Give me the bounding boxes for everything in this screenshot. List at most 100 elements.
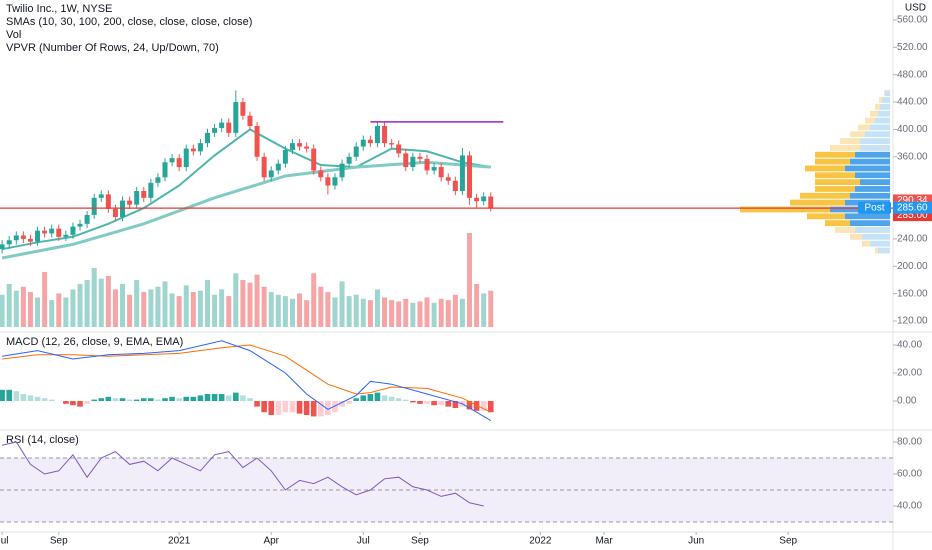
histogram-bar (431, 401, 437, 406)
volume-bar (169, 293, 175, 327)
vpvr-up (855, 227, 890, 233)
volume-bar (424, 297, 430, 327)
candle-body (438, 167, 444, 178)
volume-bar (56, 293, 62, 327)
candle-body (197, 143, 203, 152)
x-tick-label: Jul (0, 536, 9, 547)
histogram-bar (190, 396, 197, 402)
y-tick-label: 40.00 (897, 340, 922, 351)
volume-bar (42, 271, 48, 327)
histogram-bar (247, 398, 253, 402)
histogram-bar (346, 401, 352, 404)
candle-body (169, 158, 175, 163)
candle-body (452, 180, 458, 192)
histogram-bar (27, 395, 34, 402)
histogram-bar (162, 398, 168, 402)
candle-body (417, 156, 423, 159)
candle-body (445, 177, 451, 181)
candle-body (0, 244, 5, 250)
y-tick-label: 0.00 (897, 396, 917, 407)
candle-body (275, 163, 281, 171)
indicator-label: SMAs (10, 30, 100, 200, close, close, cl… (6, 16, 252, 28)
candle-body (282, 149, 288, 164)
volume-bar (367, 300, 373, 327)
candle-body (212, 128, 218, 133)
candle-body (410, 156, 416, 168)
vpvr-down (865, 117, 875, 124)
candle-body (332, 177, 338, 186)
volume-bar (467, 233, 473, 327)
volume-bar (325, 292, 331, 327)
vpvr-up (860, 179, 890, 186)
candle-body (261, 156, 267, 178)
candle-body (374, 126, 380, 144)
histogram-bar (424, 401, 430, 404)
y-tick-label: 400.00 (897, 124, 928, 135)
candle-body (240, 102, 246, 116)
vpvr-down (835, 227, 855, 233)
vpvr-up (860, 144, 890, 151)
candle-body (20, 235, 26, 239)
y-tick-label: 80.00 (897, 437, 922, 448)
volume-bar (13, 290, 19, 327)
histogram-bar (218, 394, 225, 402)
histogram-bar (41, 398, 48, 402)
histogram-bar (325, 401, 331, 416)
histogram-bar (381, 395, 388, 402)
histogram-bar (169, 396, 175, 402)
vpvr-up (855, 151, 890, 158)
vpvr-down (850, 131, 865, 138)
candle-body (204, 132, 210, 144)
candle-body (297, 143, 303, 147)
rsi-title: RSI (14, close) (6, 434, 79, 446)
volume-bar (261, 286, 267, 327)
vpvr-down (830, 144, 860, 151)
candle-body (311, 148, 317, 171)
x-tick-label: Jul (357, 536, 370, 547)
y-tick-label: 20.00 (897, 368, 922, 379)
volume-bar (27, 292, 33, 327)
volume-bar (374, 289, 380, 327)
histogram-bar (318, 401, 324, 417)
candle-body (6, 240, 12, 245)
candle-body (84, 214, 90, 224)
session-tag: Post (864, 202, 884, 213)
x-tick-label: 2021 (168, 536, 191, 547)
candle-body (431, 167, 437, 171)
candle-body (467, 155, 473, 198)
vpvr-up (865, 131, 890, 138)
candle-body (346, 156, 352, 164)
histogram-bar (438, 401, 444, 406)
volume-bar (403, 298, 409, 327)
vpvr-down (815, 186, 855, 192)
x-tick-label: Apr (263, 536, 279, 547)
x-tick-label: Sep (411, 536, 429, 547)
vpvr-down (790, 199, 845, 206)
volume-bar (318, 286, 324, 327)
vpvr-up (870, 124, 890, 131)
candle-body (42, 230, 48, 234)
candle-body (339, 163, 345, 178)
candle-body (183, 148, 189, 168)
vpvr-down (870, 110, 878, 117)
histogram-bar (70, 401, 76, 406)
candle-body (155, 177, 161, 183)
vpvr-down (800, 192, 850, 199)
volume-bar (6, 284, 12, 327)
candle-body (403, 153, 409, 168)
histogram-bar (6, 389, 13, 402)
histogram-bar (353, 398, 360, 402)
vpvr-up (882, 97, 890, 103)
candle-body (98, 194, 104, 198)
histogram-bar (282, 401, 289, 413)
volume-bar (204, 280, 210, 327)
histogram-bar (233, 392, 239, 402)
volume-bar (488, 290, 494, 327)
y-tick-label: 60.00 (897, 469, 922, 480)
candle-body (77, 223, 83, 227)
histogram-bar (410, 401, 416, 403)
volume-bar (226, 296, 232, 327)
volume-bar (268, 292, 274, 327)
volume-bar (35, 297, 41, 327)
vpvr-down (858, 124, 870, 131)
